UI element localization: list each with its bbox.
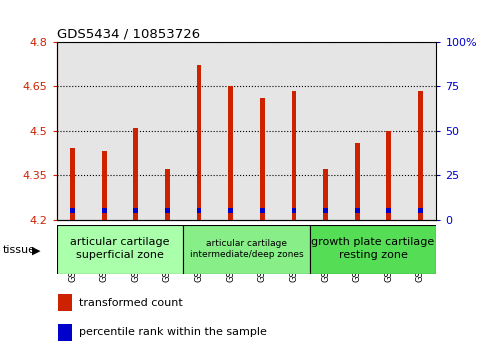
Bar (228, 208, 233, 213)
Bar (323, 169, 328, 220)
Bar (418, 208, 423, 213)
Bar (57, 42, 88, 220)
Bar (373, 42, 405, 220)
Bar (165, 169, 170, 220)
Bar (310, 225, 436, 274)
Bar (134, 128, 138, 220)
Bar (134, 208, 138, 213)
Bar (120, 42, 152, 220)
Bar (291, 208, 296, 213)
Bar (152, 42, 183, 220)
Text: ▶: ▶ (32, 245, 40, 256)
Bar (58, 324, 72, 341)
Bar (102, 151, 106, 220)
Text: percentile rank within the sample: percentile rank within the sample (79, 327, 267, 338)
Text: growth plate cartilage
resting zone: growth plate cartilage resting zone (312, 237, 435, 260)
Bar (341, 42, 373, 220)
Bar (387, 131, 391, 220)
Bar (183, 42, 215, 220)
Bar (387, 208, 391, 213)
Bar (246, 42, 278, 220)
Bar (88, 42, 120, 220)
Bar (197, 208, 202, 213)
Text: transformed count: transformed count (79, 298, 182, 308)
Bar (278, 42, 310, 220)
Text: articular cartilage
intermediate/deep zones: articular cartilage intermediate/deep zo… (190, 238, 303, 258)
Bar (165, 208, 170, 213)
Bar (197, 65, 202, 220)
Bar (183, 225, 310, 274)
Text: tissue: tissue (2, 245, 35, 256)
Bar (260, 208, 265, 213)
Bar (228, 86, 233, 220)
Bar (405, 42, 436, 220)
Bar (323, 208, 328, 213)
Text: articular cartilage
superficial zone: articular cartilage superficial zone (70, 237, 170, 260)
Bar (355, 143, 359, 220)
Bar (260, 98, 265, 220)
Bar (418, 91, 423, 220)
Bar (102, 208, 106, 213)
Bar (58, 294, 72, 311)
Bar (70, 208, 75, 213)
Bar (355, 208, 359, 213)
Bar (215, 42, 246, 220)
Bar (291, 91, 296, 220)
Bar (310, 42, 341, 220)
Bar (70, 148, 75, 220)
Text: GDS5434 / 10853726: GDS5434 / 10853726 (57, 28, 200, 41)
Bar (57, 225, 183, 274)
